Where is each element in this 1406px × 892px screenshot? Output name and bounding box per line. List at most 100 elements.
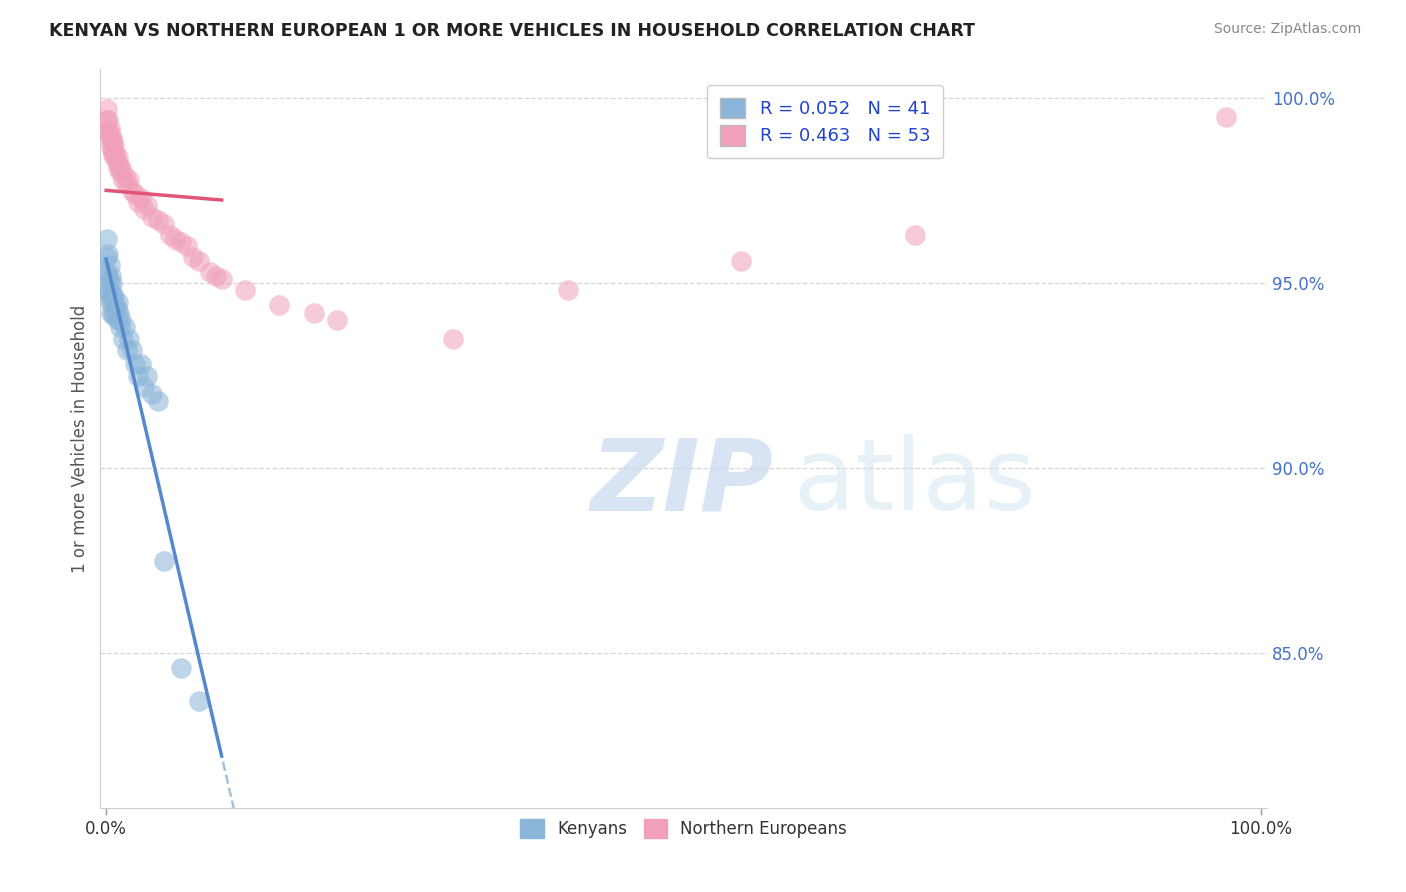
Point bbox=[904, 227, 927, 242]
Point bbox=[100, 139, 122, 153]
Point bbox=[114, 169, 136, 183]
Point bbox=[101, 306, 124, 320]
Legend: Kenyans, Northern Europeans: Kenyans, Northern Europeans bbox=[513, 812, 853, 845]
Point bbox=[269, 298, 291, 312]
Point bbox=[100, 268, 122, 283]
Point bbox=[97, 124, 120, 138]
Point bbox=[165, 232, 187, 246]
Point bbox=[105, 154, 128, 169]
Point bbox=[98, 258, 121, 272]
Point bbox=[187, 694, 209, 708]
Point bbox=[146, 213, 169, 227]
Point bbox=[101, 132, 124, 146]
Point bbox=[114, 320, 136, 334]
Point bbox=[96, 284, 118, 298]
Point bbox=[198, 265, 221, 279]
Point bbox=[107, 161, 129, 176]
Point bbox=[110, 313, 132, 327]
Point bbox=[97, 287, 120, 301]
Point bbox=[302, 306, 325, 320]
Text: atlas: atlas bbox=[794, 434, 1036, 532]
Text: ZIP: ZIP bbox=[591, 434, 773, 532]
Point bbox=[205, 268, 228, 283]
Point bbox=[96, 102, 118, 116]
Point bbox=[96, 250, 118, 264]
Point bbox=[146, 394, 169, 409]
Point bbox=[103, 150, 125, 164]
Point bbox=[170, 235, 193, 250]
Point bbox=[135, 368, 157, 383]
Point bbox=[153, 217, 176, 231]
Point bbox=[108, 320, 131, 334]
Point bbox=[105, 301, 128, 316]
Point bbox=[326, 313, 349, 327]
Point bbox=[112, 332, 135, 346]
Point bbox=[118, 172, 141, 186]
Point bbox=[233, 284, 256, 298]
Point bbox=[103, 139, 125, 153]
Point bbox=[107, 313, 129, 327]
Point bbox=[153, 553, 176, 567]
Point bbox=[98, 132, 121, 146]
Point bbox=[159, 227, 181, 242]
Point bbox=[103, 291, 125, 305]
Point bbox=[97, 113, 120, 128]
Point bbox=[134, 202, 156, 216]
Point bbox=[124, 187, 146, 202]
Point bbox=[127, 194, 149, 209]
Point bbox=[100, 128, 122, 142]
Point bbox=[98, 276, 121, 290]
Point bbox=[101, 276, 124, 290]
Point bbox=[101, 287, 124, 301]
Point bbox=[98, 120, 121, 135]
Point bbox=[104, 146, 127, 161]
Point bbox=[141, 387, 163, 401]
Point bbox=[441, 332, 464, 346]
Point bbox=[187, 253, 209, 268]
Point bbox=[181, 250, 204, 264]
Point bbox=[103, 310, 125, 324]
Point bbox=[107, 150, 129, 164]
Point bbox=[115, 176, 138, 190]
Point bbox=[101, 146, 124, 161]
Point bbox=[557, 284, 579, 298]
Point bbox=[730, 253, 752, 268]
Point bbox=[96, 113, 118, 128]
Point bbox=[135, 198, 157, 212]
Point bbox=[211, 272, 233, 286]
Point bbox=[101, 143, 124, 157]
Point bbox=[124, 358, 146, 372]
Point bbox=[110, 161, 132, 176]
Point bbox=[100, 287, 122, 301]
Point bbox=[108, 158, 131, 172]
Point bbox=[134, 380, 156, 394]
Point bbox=[170, 661, 193, 675]
Point bbox=[98, 294, 121, 309]
Point bbox=[129, 191, 152, 205]
Point bbox=[127, 368, 149, 383]
Point bbox=[96, 232, 118, 246]
Point bbox=[115, 343, 138, 357]
Text: Source: ZipAtlas.com: Source: ZipAtlas.com bbox=[1213, 22, 1361, 37]
Point bbox=[121, 184, 143, 198]
Point bbox=[112, 172, 135, 186]
Point bbox=[97, 268, 120, 283]
Point bbox=[107, 294, 129, 309]
Point bbox=[100, 306, 122, 320]
Y-axis label: 1 or more Vehicles in Household: 1 or more Vehicles in Household bbox=[72, 304, 89, 573]
Text: KENYAN VS NORTHERN EUROPEAN 1 OR MORE VEHICLES IN HOUSEHOLD CORRELATION CHART: KENYAN VS NORTHERN EUROPEAN 1 OR MORE VE… bbox=[49, 22, 976, 40]
Point bbox=[101, 294, 124, 309]
Point bbox=[141, 210, 163, 224]
Point bbox=[176, 239, 198, 253]
Point bbox=[121, 343, 143, 357]
Point bbox=[96, 265, 118, 279]
Point bbox=[108, 165, 131, 179]
Point bbox=[104, 298, 127, 312]
Point bbox=[96, 124, 118, 138]
Point bbox=[118, 332, 141, 346]
Point bbox=[97, 246, 120, 260]
Point bbox=[129, 358, 152, 372]
Point bbox=[1215, 110, 1237, 124]
Point bbox=[108, 306, 131, 320]
Point bbox=[101, 136, 124, 150]
